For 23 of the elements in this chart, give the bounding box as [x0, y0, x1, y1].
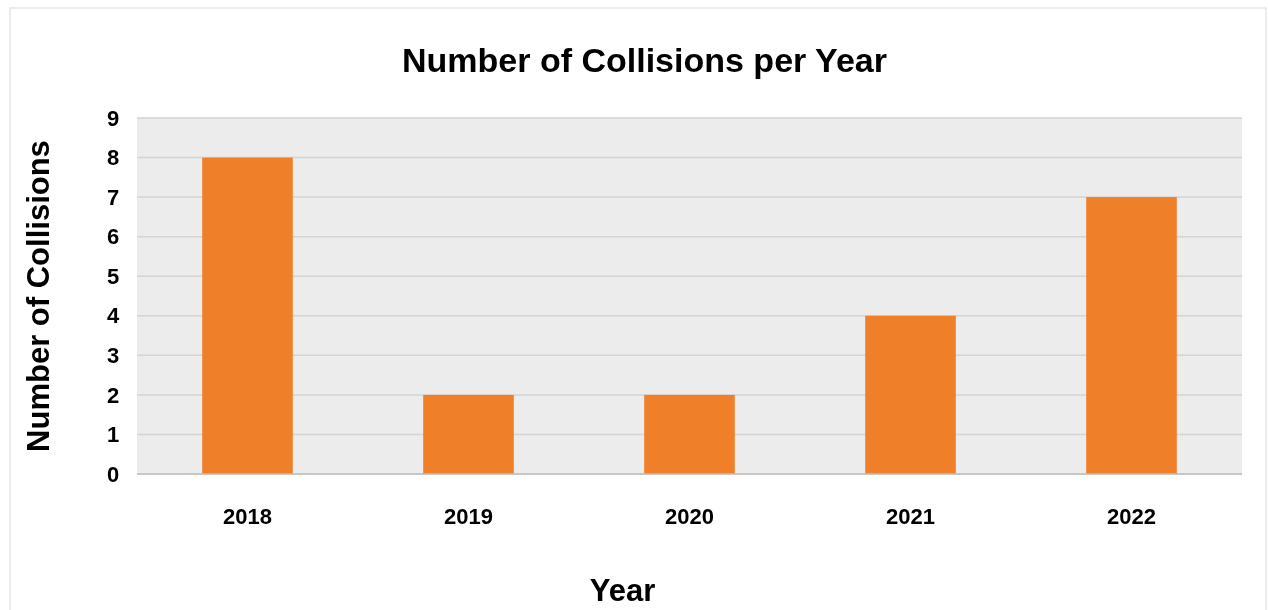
y-tick-label: 3 [106, 343, 120, 369]
x-tick-label: 2021 [886, 504, 935, 529]
y-tick-label: 2 [106, 382, 120, 408]
y-tick-label: 9 [106, 105, 120, 131]
y-tick-label: 8 [106, 145, 120, 171]
y-tick-label: 7 [106, 184, 120, 210]
x-axis-title: Year [589, 573, 656, 608]
x-tick-label: 2022 [1107, 504, 1156, 529]
bar [644, 394, 735, 474]
bar [865, 315, 956, 474]
bar [202, 157, 293, 474]
x-tick-label: 2020 [665, 504, 714, 529]
y-tick-label: 5 [106, 263, 120, 289]
bar [1086, 197, 1177, 474]
bar [423, 394, 514, 474]
x-tick-label: 2019 [444, 504, 493, 529]
y-tick-label: 1 [106, 422, 120, 448]
chart-title: Number of Collisions per Year [402, 41, 887, 79]
y-tick-label: 0 [106, 461, 120, 487]
y-axis-title: Number of Collisions [21, 140, 56, 452]
y-tick-label: 6 [106, 224, 120, 250]
y-tick-label: 4 [106, 303, 120, 329]
x-tick-label: 2018 [223, 504, 272, 529]
